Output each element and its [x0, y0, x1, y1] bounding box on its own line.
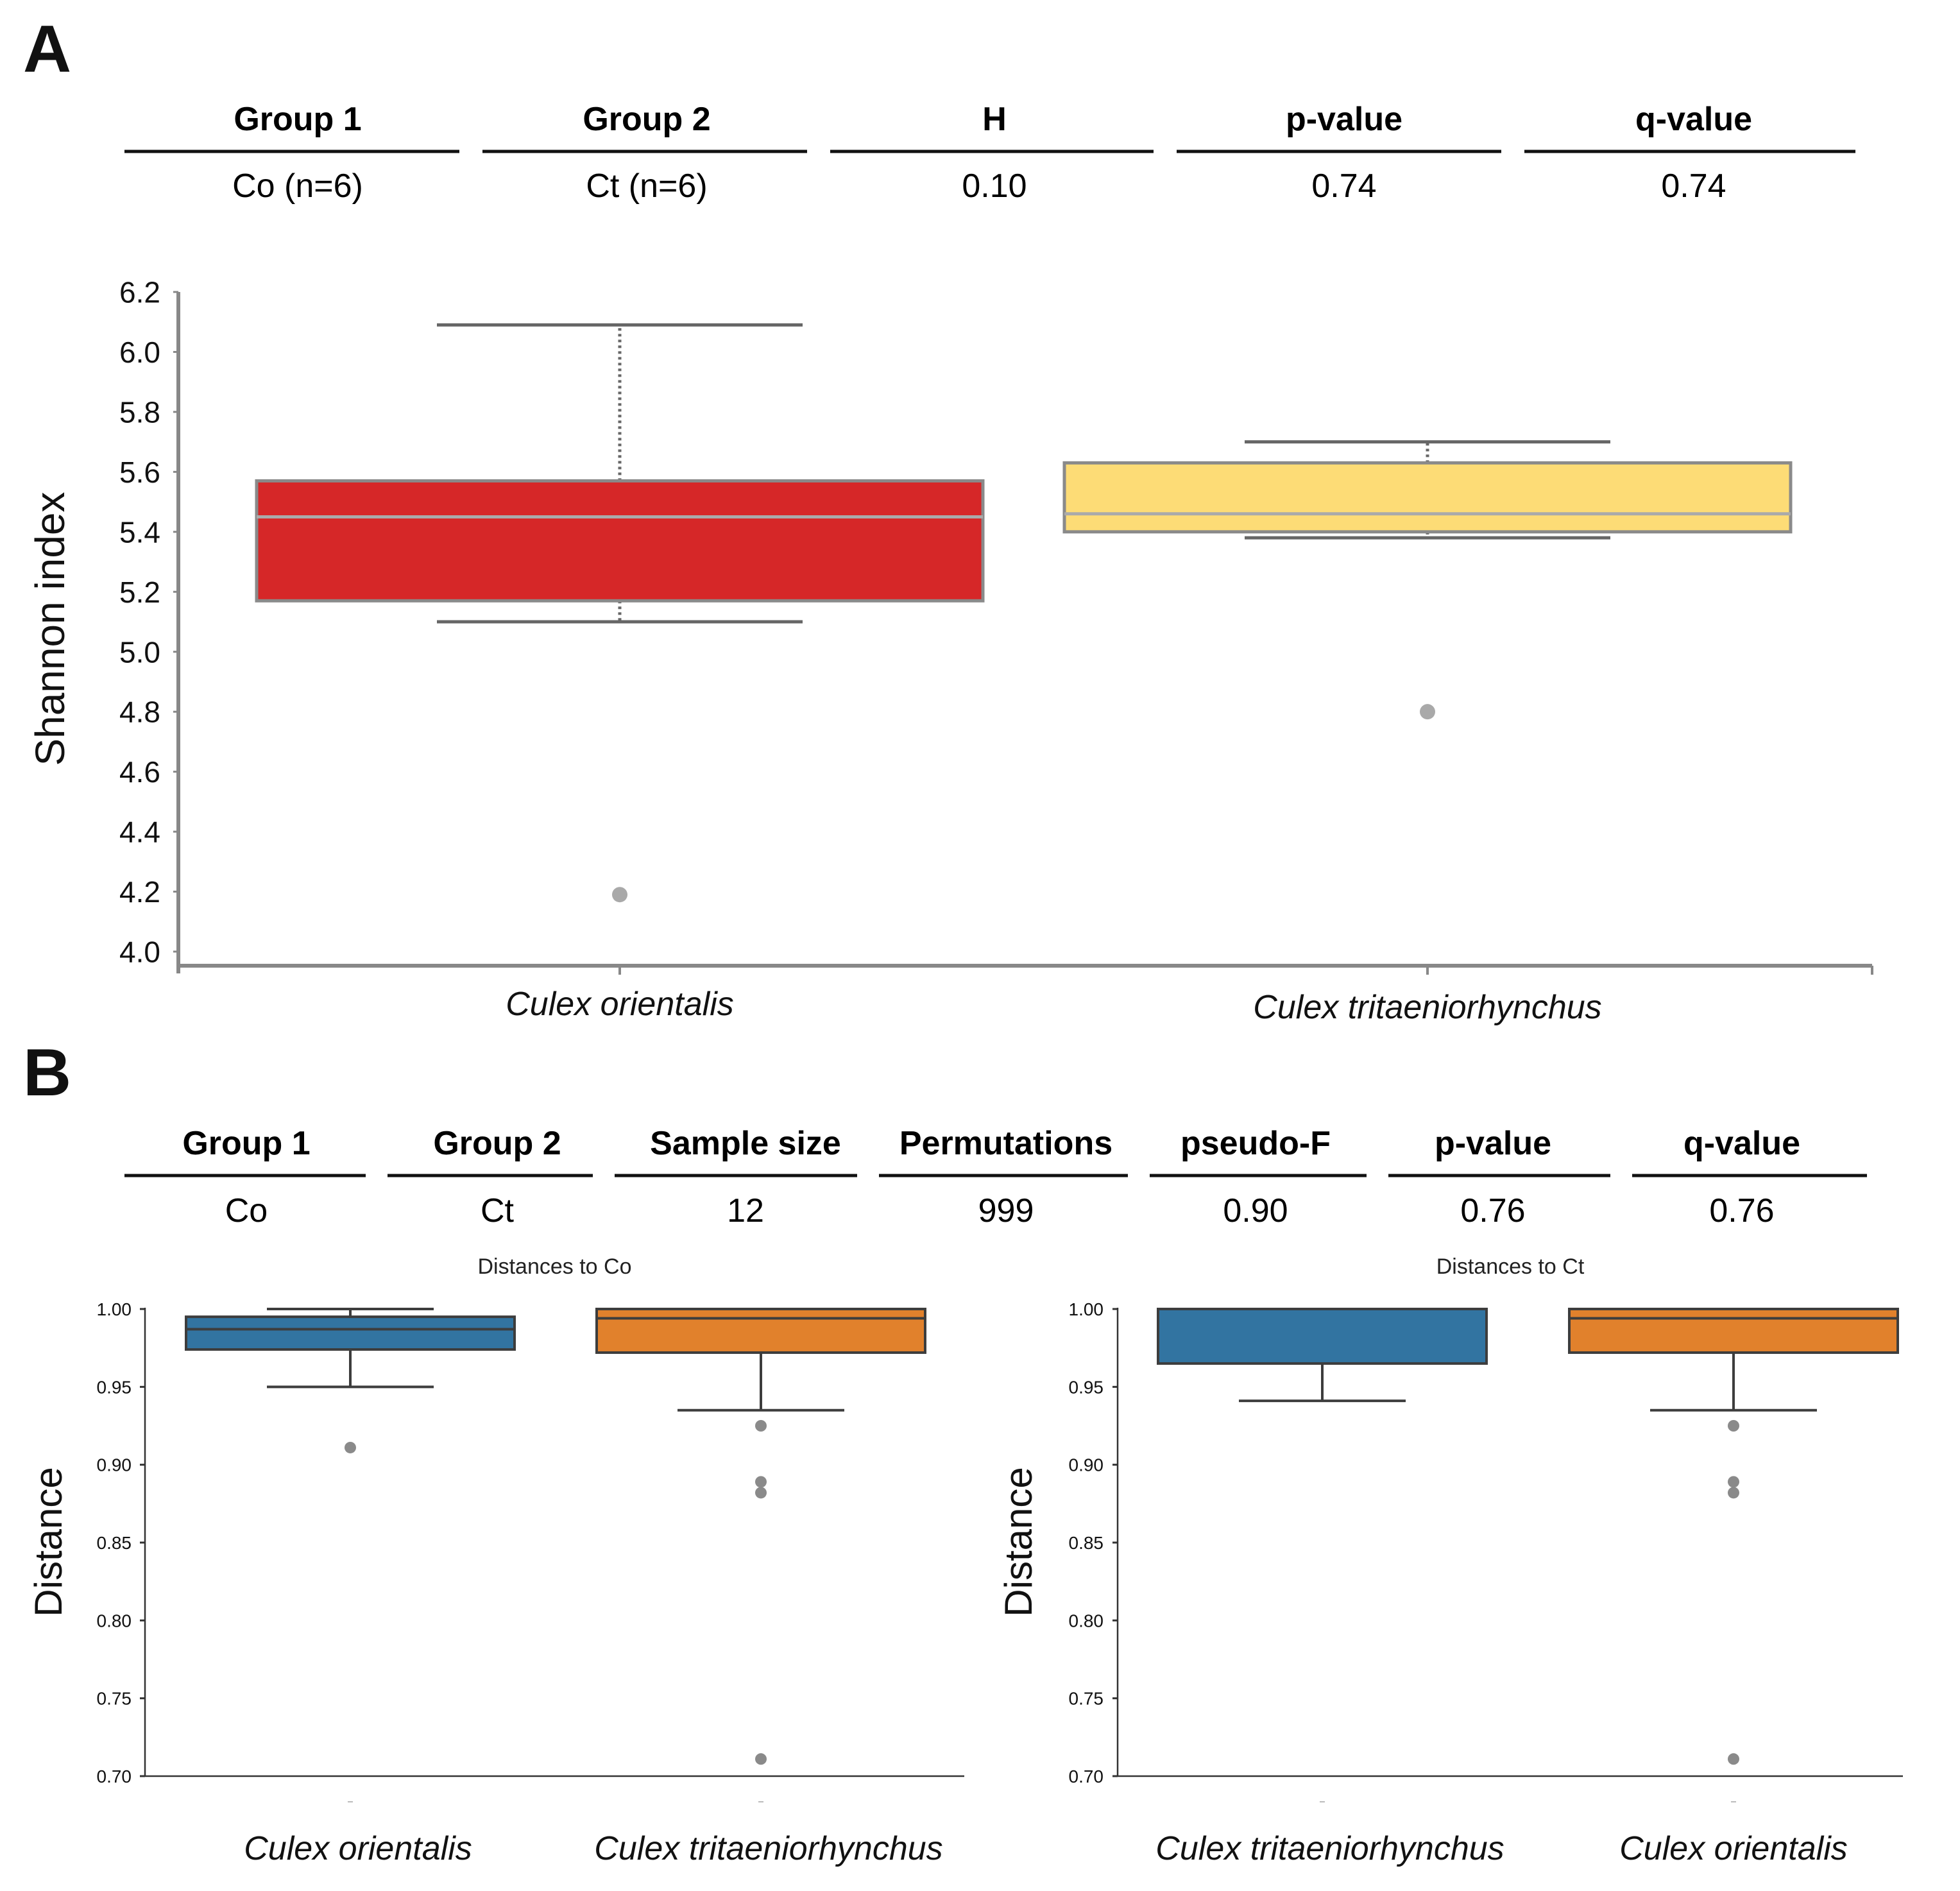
table-b-header-p-value: p-value	[1435, 1125, 1551, 1162]
y-tick-label: 0.90	[97, 1455, 132, 1475]
box	[595, 1308, 926, 1354]
y-tick-label: 0.95	[97, 1377, 132, 1397]
box	[1157, 1308, 1488, 1365]
outlier-point	[345, 1441, 356, 1453]
x-category-label: Culex tritaeniorhynchus	[594, 1830, 942, 1867]
y-tick-label: 0.75	[97, 1689, 132, 1709]
x-category-label: Culex tritaeniorhynchus	[1155, 1830, 1504, 1867]
table-b-header-permutations: Permutations	[899, 1125, 1112, 1162]
y-tick-label: 0.85	[97, 1533, 132, 1553]
y-tick-label: 5.2	[119, 576, 160, 609]
table-b-cell-group2: Ct	[481, 1192, 515, 1229]
table-a-header-h: H	[982, 101, 1007, 138]
y-tick-label: 0.95	[1069, 1377, 1104, 1397]
y-tick-label: 5.4	[119, 515, 160, 549]
outlier-point	[1728, 1487, 1739, 1499]
y-tick-label: 5.8	[119, 395, 160, 429]
panel-b-label: B	[23, 1036, 71, 1110]
table-b-header-group1: Group 1	[182, 1125, 310, 1162]
y-tick-label: 0.70	[1069, 1767, 1104, 1786]
y-tick-label: 4.0	[119, 936, 160, 969]
table-a-cell-group2: Ct (n=6)	[586, 167, 707, 205]
outlier-point	[1728, 1753, 1739, 1765]
table-a-header-group2: Group 2	[583, 101, 710, 138]
y-tick-label: 1.00	[1069, 1299, 1104, 1319]
table-a-header-p-value: p-value	[1286, 101, 1402, 138]
outlier-point	[755, 1420, 767, 1432]
box-group	[595, 1308, 926, 1765]
y-tick-label: 5.0	[119, 635, 160, 669]
shannon-boxplot: Shannon index 4.0 4.2 4.4 4.6 4.8 5.0 5.2 5.4 5.6…	[27, 276, 1873, 1026]
table-a-cell-group1: Co (n=6)	[232, 167, 363, 205]
y-tick-label: 1.00	[97, 1299, 132, 1319]
y-tick-label: 0.85	[1069, 1533, 1104, 1553]
box-group	[255, 323, 985, 903]
box	[185, 1315, 516, 1351]
table-b-header-q-value: q-value	[1683, 1125, 1800, 1162]
y-tick-label: 4.6	[119, 755, 160, 789]
x-category-label: Culex orientalis	[1619, 1830, 1848, 1867]
x-category-label: Culex tritaeniorhynchus	[1253, 989, 1601, 1026]
box-group	[185, 1308, 516, 1453]
table-a-cell-q-value: 0.74	[1661, 167, 1726, 205]
table-b-header-group2: Group 2	[433, 1125, 561, 1162]
table-b-cell-sample-size: 12	[727, 1192, 764, 1229]
outlier-point	[1420, 704, 1435, 720]
y-axis-label: Distance	[997, 1467, 1040, 1616]
y-tick-label: 6.0	[119, 336, 160, 369]
y-tick-label: 4.2	[119, 875, 160, 909]
table-a-header-q-value: q-value	[1635, 101, 1752, 138]
panel-a-label: A	[23, 12, 71, 87]
y-tick-label: 0.90	[1069, 1455, 1104, 1475]
y-tick-label: 0.80	[97, 1611, 132, 1630]
box	[1062, 461, 1793, 534]
panel-b-stats-table: Group 1 Group 2 Sample size Permutations…	[124, 1125, 1867, 1229]
table-b-cell-pseudo-f: 0.90	[1223, 1192, 1288, 1229]
y-axis-label: Distance	[27, 1467, 70, 1616]
x-category-label: Culex orientalis	[506, 986, 734, 1023]
outlier-point	[755, 1487, 767, 1499]
x-category-label: Culex orientalis	[244, 1830, 472, 1867]
chart-title: Distances to Ct	[1436, 1254, 1585, 1279]
outlier-point	[1728, 1420, 1739, 1432]
box	[1568, 1308, 1899, 1354]
table-b-header-pseudo-f: pseudo-F	[1180, 1125, 1331, 1162]
distances-to-ct-boxplot: Distances to Ct Distance 0.70 0.75 0.80 0.85 0…	[997, 1254, 1903, 1867]
table-b-header-sample-size: Sample size	[650, 1125, 841, 1162]
table-a-cell-p-value: 0.74	[1311, 167, 1376, 205]
outlier-point	[1728, 1476, 1739, 1488]
table-a-cell-h: 0.10	[962, 167, 1027, 205]
panel-a-stats-table: Group 1 Group 2 H p-value q-value Co (n=…	[124, 101, 1855, 205]
y-tick-label: 0.80	[1069, 1611, 1104, 1630]
y-tick-label: 5.6	[119, 456, 160, 489]
distances-to-co-boxplot: Distances to Co Distance 0.70 0.75 0.80 0.85 0…	[27, 1254, 964, 1867]
y-tick-label: 4.8	[119, 696, 160, 729]
box-group	[1062, 440, 1793, 720]
table-b-cell-q-value: 0.76	[1709, 1192, 1774, 1229]
outlier-point	[612, 887, 627, 903]
box-group	[1157, 1308, 1488, 1403]
y-tick-label: 4.4	[119, 816, 160, 849]
table-a-header-group1: Group 1	[234, 101, 361, 138]
chart-title: Distances to Co	[478, 1254, 632, 1279]
table-b-cell-p-value: 0.76	[1460, 1192, 1525, 1229]
outlier-point	[755, 1753, 767, 1765]
outlier-point	[755, 1476, 767, 1488]
table-b-cell-group1: Co	[225, 1192, 268, 1229]
y-tick-label: 6.2	[119, 276, 160, 309]
y-axis-label: Shannon index	[27, 492, 73, 766]
table-b-cell-permutations: 999	[978, 1192, 1034, 1229]
box-group	[1568, 1308, 1899, 1765]
box	[255, 479, 985, 603]
y-tick-label: 0.70	[97, 1767, 132, 1786]
y-tick-label: 0.75	[1069, 1689, 1104, 1709]
